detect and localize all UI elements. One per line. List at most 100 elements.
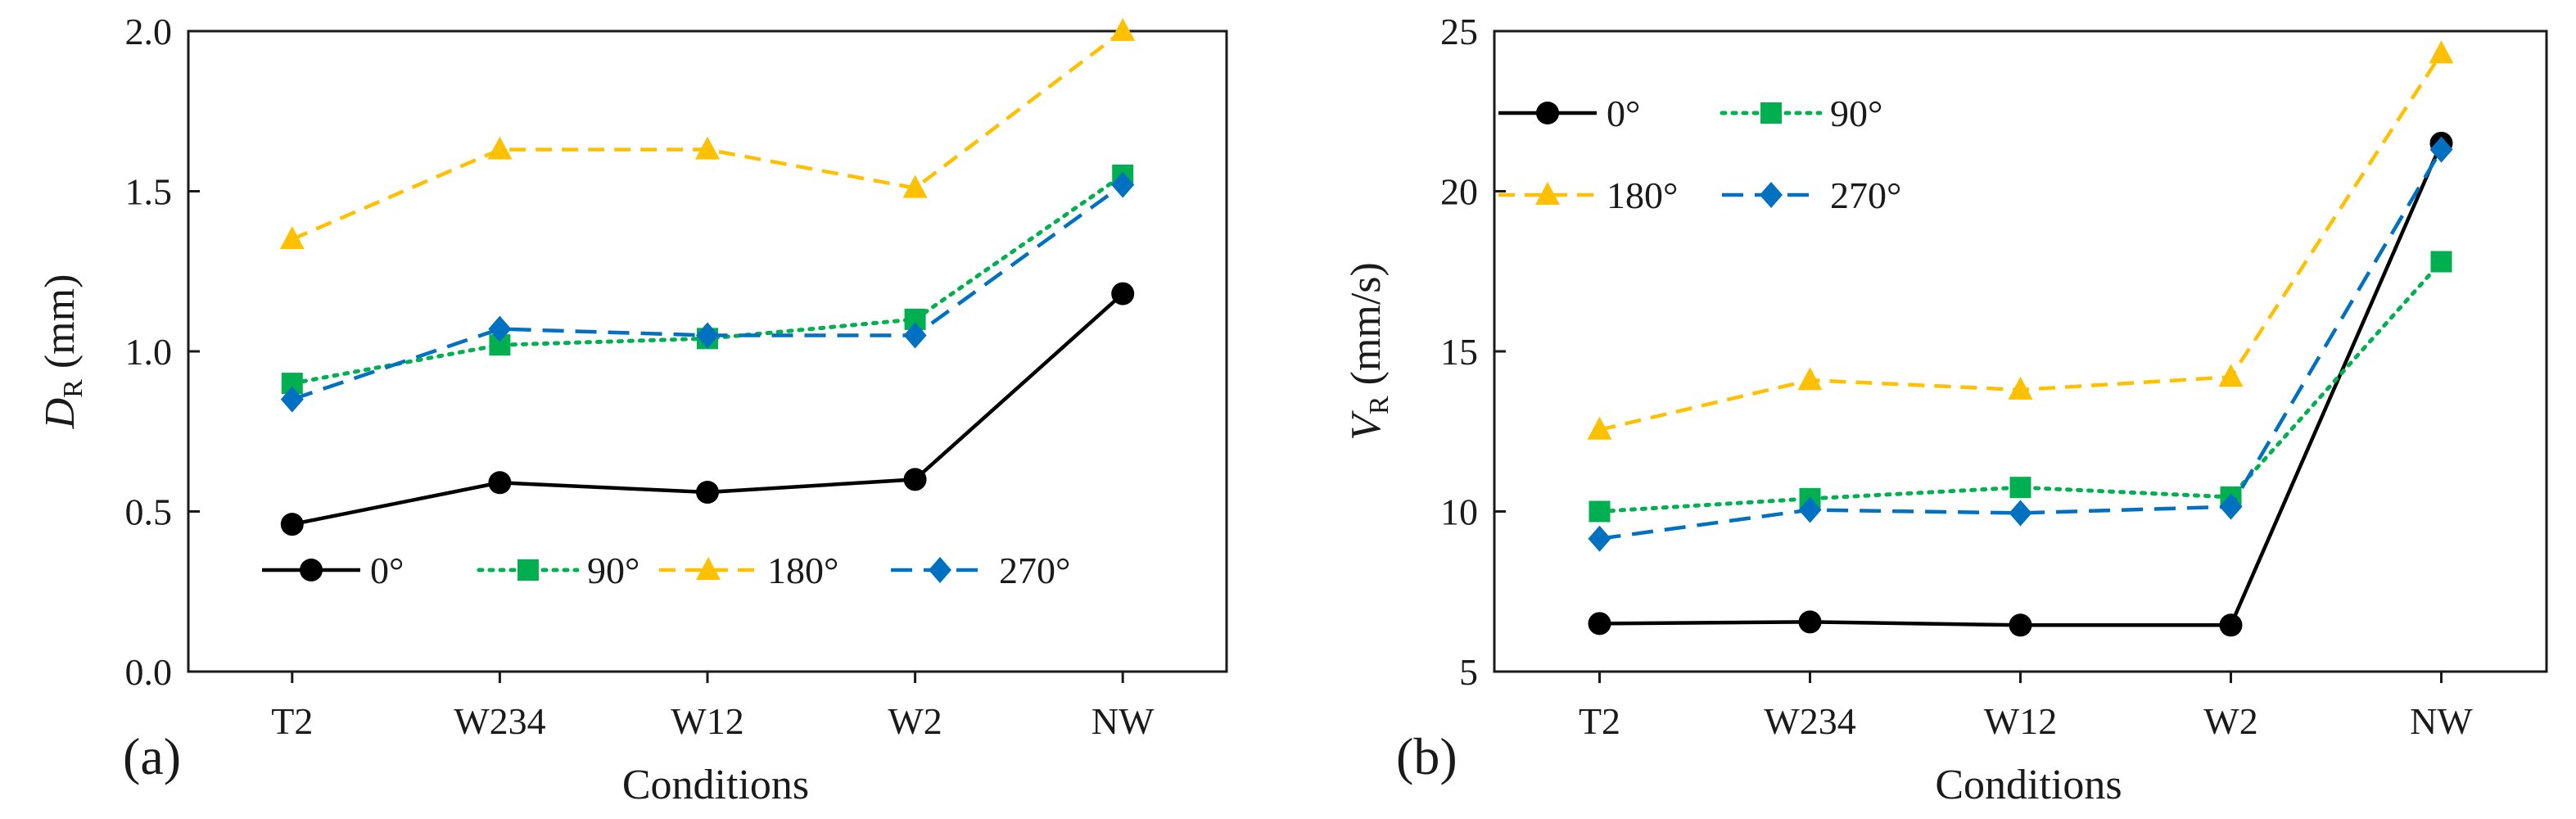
y-axis-label: VR (mm/s): [1343, 262, 1394, 441]
x-tick-label: T2: [1579, 700, 1620, 742]
series-line: [1599, 148, 2443, 541]
plot-frame: [1493, 29, 2548, 673]
x-axis-label: Conditions: [622, 762, 809, 808]
legend-label: 180°: [1607, 174, 1678, 216]
data-point: [487, 136, 513, 160]
legend-item: 0°: [1498, 93, 1640, 134]
data-point: [2219, 613, 2243, 637]
data-point: [903, 322, 927, 349]
series-line: [291, 29, 1124, 242]
series-line: [1598, 260, 2443, 514]
x-tick-label: NW: [2410, 700, 2473, 742]
series-2: [279, 18, 1136, 250]
chart-panel-b: 5 10 15 20 25 T2 W234 W12 W2 NW Conditions VR (mm/s…: [1343, 11, 2548, 808]
data-point: [280, 386, 304, 413]
x-tick-label: NW: [1091, 700, 1155, 742]
y-tick-label: 10: [1440, 491, 1478, 533]
chart-panel-a: 0.0 0.5 1.0 1.5 2.0 T2 W234 W12 W2 NW Conditions DR…: [37, 11, 1228, 808]
legend-item: 0°: [262, 550, 404, 591]
legend-label: 90°: [1830, 93, 1882, 134]
x-tick-label: W234: [1764, 700, 1855, 742]
x-tick-label: T2: [271, 700, 313, 742]
data-point: [1797, 367, 1823, 391]
data-point: [695, 136, 720, 160]
y-tick-label: 0.5: [125, 491, 173, 533]
y-tick-label: 1.5: [125, 171, 173, 213]
y-tick-label: 5: [1459, 651, 1478, 693]
legend-label: 270°: [1830, 174, 1901, 216]
series-2: [1587, 40, 2454, 440]
legend-marker: [1760, 182, 1783, 208]
x-tick-label: W12: [1984, 700, 2057, 742]
data-point: [488, 471, 512, 495]
data-point: [1589, 500, 1611, 523]
legend-marker: [1536, 102, 1559, 124]
data-point: [488, 315, 512, 342]
data-point: [2009, 477, 2031, 499]
legend-label: 0°: [370, 550, 404, 591]
y-tick-label: 2.0: [125, 11, 173, 52]
legend-item: 180°: [659, 550, 838, 591]
legend-label: 90°: [587, 550, 639, 591]
legend-marker: [517, 559, 539, 581]
data-point: [2009, 500, 2032, 527]
data-point: [1588, 612, 1611, 636]
y-tick-label: 15: [1440, 331, 1478, 373]
data-point: [696, 481, 719, 505]
data-point: [2218, 364, 2244, 387]
data-point: [1588, 525, 1611, 552]
data-point: [2430, 251, 2452, 273]
data-point: [2008, 376, 2033, 400]
data-point: [2009, 613, 2032, 637]
data-point: [1798, 496, 1822, 523]
series-3: [1588, 136, 2453, 552]
legend-item: 270°: [1722, 174, 1901, 216]
legend-marker: [696, 557, 721, 580]
y-tick-label: 20: [1440, 171, 1478, 213]
legend-marker: [1760, 102, 1782, 124]
series-3: [280, 171, 1135, 413]
data-point: [903, 468, 927, 491]
data-point: [1798, 610, 1822, 634]
legend: 0° 90° 180° 270°: [262, 550, 1070, 591]
data-point: [279, 226, 305, 250]
legend-marker: [1535, 182, 1560, 205]
legend-item: 270°: [891, 550, 1070, 591]
legend-label: 270°: [999, 550, 1070, 591]
legend-item: 180°: [1498, 174, 1678, 216]
data-point: [902, 174, 928, 198]
series-line: [291, 183, 1124, 401]
y-tick-label: 25: [1440, 11, 1478, 52]
x-tick-label: W234: [454, 700, 545, 742]
legend-item: 90°: [477, 550, 639, 591]
series-0: [280, 282, 1135, 536]
x-tick-label: W2: [888, 700, 942, 742]
data-point: [1110, 18, 1136, 41]
x-tick-label: W2: [2203, 700, 2257, 742]
panel-label: (b): [1396, 727, 1457, 785]
data-point: [1111, 171, 1135, 198]
data-point: [2429, 136, 2453, 163]
y-tick-label: 0.0: [125, 651, 173, 693]
data-point: [1587, 416, 1612, 440]
series-line: [290, 173, 1125, 386]
legend-item: 90°: [1720, 93, 1882, 134]
x-tick-label: W12: [671, 700, 743, 742]
data-point: [280, 513, 304, 536]
legend: 0° 90° 180° 270°: [1498, 93, 1901, 216]
legend-label: 180°: [767, 550, 838, 591]
series-line: [1598, 52, 2443, 432]
legend-marker: [929, 557, 951, 583]
y-axis-label: DR (mm): [37, 274, 88, 430]
y-tick-label: 1.0: [125, 331, 173, 373]
legend-label: 0°: [1607, 93, 1640, 134]
x-axis-label: Conditions: [1935, 762, 2122, 808]
data-point: [696, 322, 719, 349]
data-point: [2429, 40, 2454, 64]
series-1: [281, 164, 1134, 395]
panel-label: (a): [123, 727, 181, 785]
legend-marker: [300, 559, 323, 581]
data-point: [2219, 493, 2243, 520]
data-point: [1111, 282, 1135, 305]
